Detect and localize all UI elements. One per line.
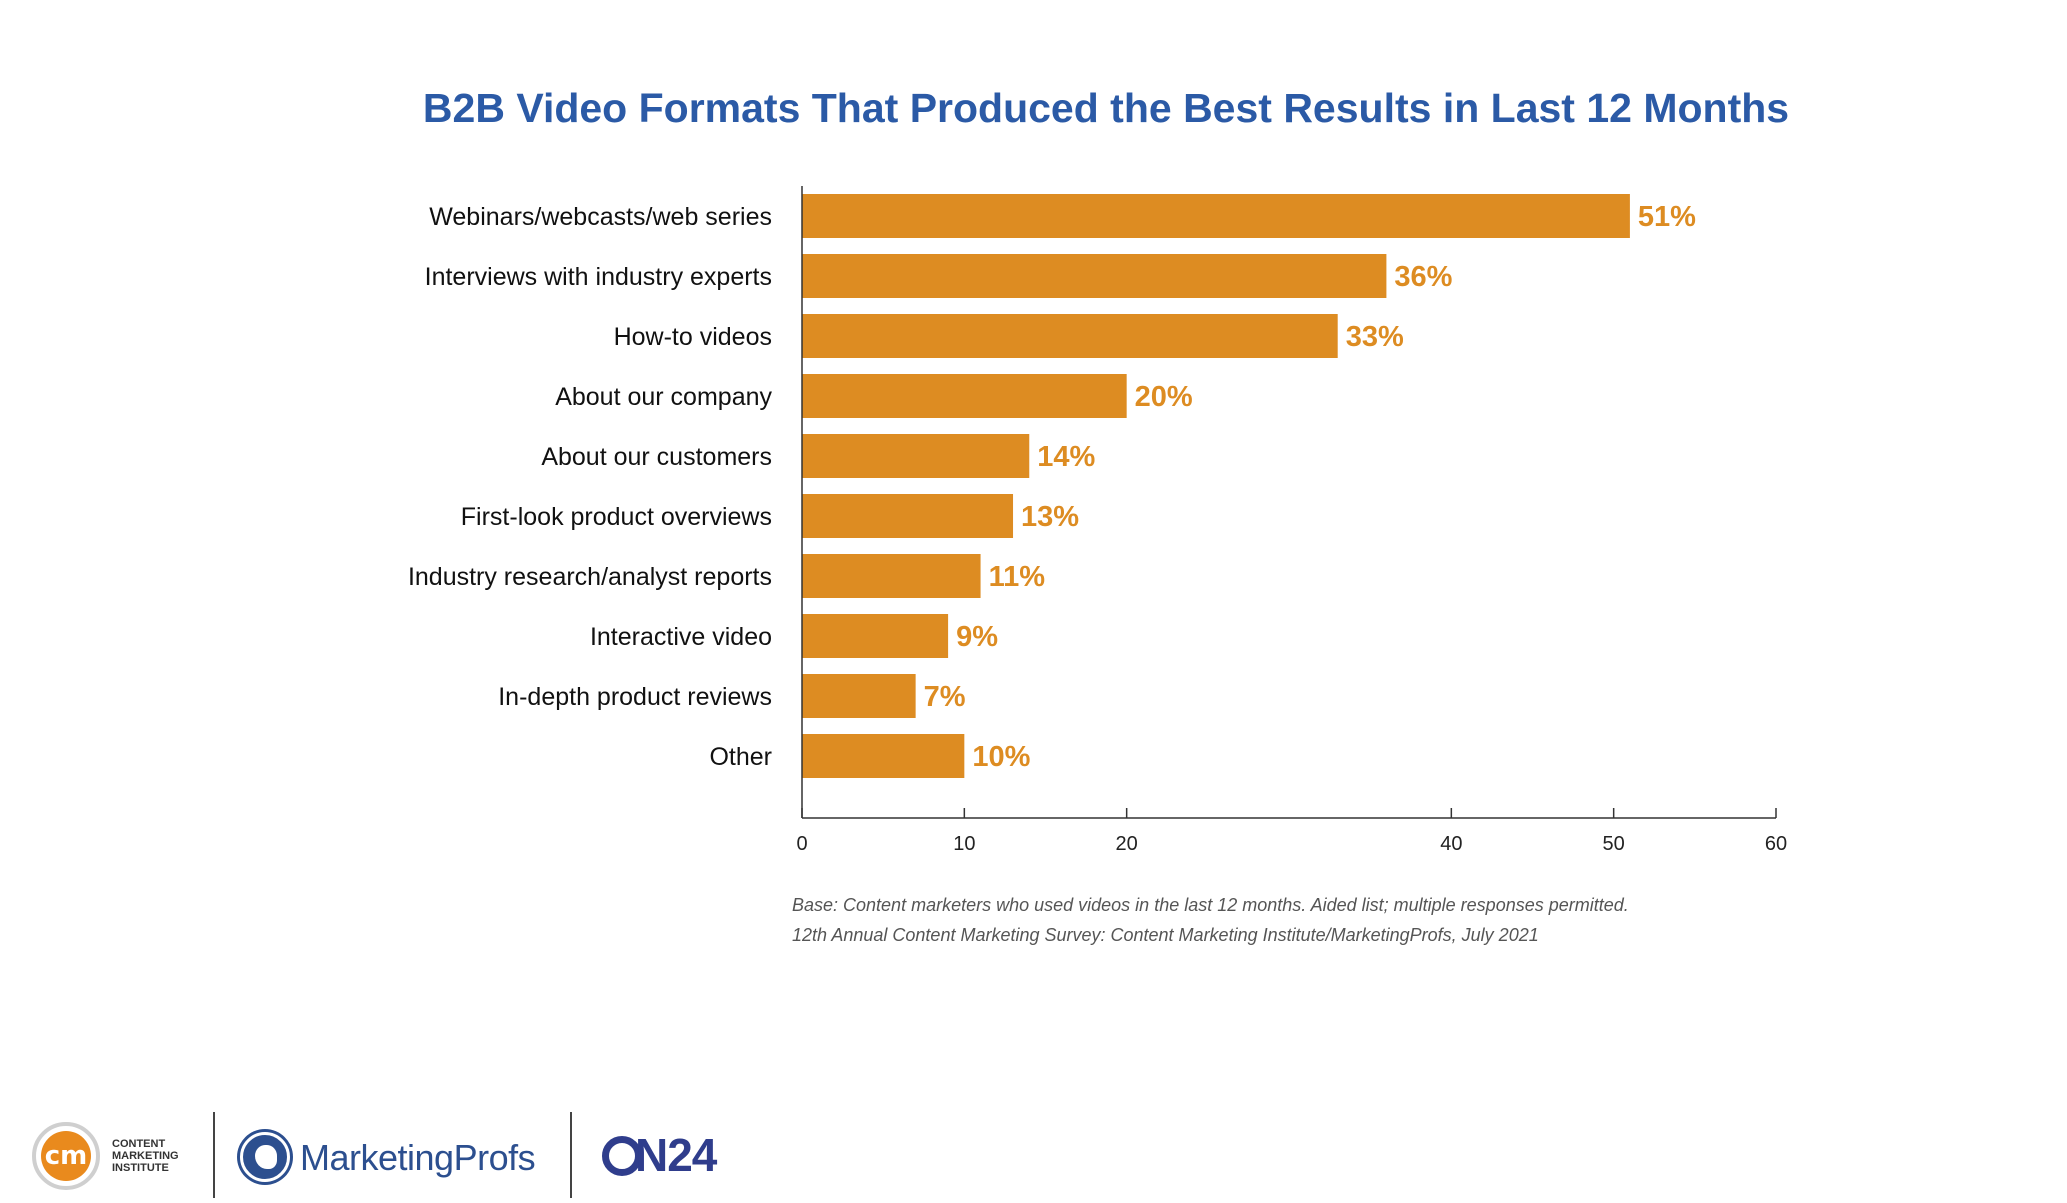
- category-label: Interviews with industry experts: [425, 263, 772, 291]
- value-label: 14%: [1037, 441, 1095, 473]
- value-label: 20%: [1135, 381, 1193, 413]
- bar: [802, 494, 1014, 538]
- cmi-logo-line: CONTENT: [112, 1138, 166, 1150]
- cmi-logo: cm CONTENT MARKETING INSTITUTE: [32, 1122, 232, 1194]
- value-label: 33%: [1346, 321, 1404, 353]
- x-axis: 0 10 20 40 50 60: [796, 186, 1787, 855]
- category-label: About our company: [555, 383, 772, 411]
- value-label: 11%: [989, 561, 1046, 593]
- on24-logo-icon: [602, 1136, 642, 1176]
- value-label: 10%: [972, 741, 1030, 773]
- x-tick-label: 10: [953, 833, 975, 855]
- bar: [802, 434, 1030, 478]
- x-tick-label: 0: [796, 833, 807, 855]
- marketingprofs-logo-icon: [240, 1132, 290, 1182]
- category-label: Webinars/webcasts/web series: [429, 203, 772, 231]
- cmi-logo-line: INSTITUTE: [112, 1162, 169, 1174]
- marketingprofs-logo: MarketingProfs: [240, 1132, 550, 1188]
- x-tick-label: 60: [1765, 833, 1787, 855]
- category-label: About our customers: [541, 443, 772, 471]
- on24-logo-text: N24: [635, 1129, 717, 1181]
- value-label: 51%: [1638, 201, 1696, 233]
- category-label: How-to videos: [614, 323, 772, 351]
- bar: [802, 614, 949, 658]
- marketingprofs-bird-shape: [255, 1145, 277, 1169]
- on24-logo: N24: [602, 1128, 742, 1188]
- value-label: 9%: [956, 621, 998, 653]
- bar: [802, 194, 1630, 238]
- x-tick-label: 40: [1440, 833, 1462, 855]
- category-label: Interactive video: [590, 623, 772, 651]
- bars-layer: Webinars/webcasts/web series 51% Interview…: [408, 194, 1696, 778]
- sponsor-logos: cm CONTENT MARKETING INSTITUTE Marketing…: [30, 1112, 750, 1202]
- bar: [802, 254, 1387, 298]
- category-label: In-depth product reviews: [498, 683, 772, 711]
- value-label: 36%: [1394, 261, 1452, 293]
- bar: [802, 734, 965, 778]
- category-label: First-look product overviews: [461, 503, 772, 531]
- value-label: 13%: [1021, 501, 1079, 533]
- footnote-base: Base: Content marketers who used videos …: [792, 895, 1629, 915]
- chart-title: B2B Video Formats That Produced the Best…: [423, 85, 1789, 131]
- cmi-logo-line: MARKETING: [112, 1150, 179, 1162]
- cmi-logo-mark: cm: [41, 1131, 91, 1181]
- value-label: 7%: [924, 681, 966, 713]
- cmi-logo-text: CONTENT MARKETING INSTITUTE: [112, 1138, 232, 1174]
- bar: [802, 374, 1127, 418]
- category-label: Industry research/analyst reports: [408, 563, 772, 591]
- logo-divider: [570, 1112, 572, 1198]
- bar: [802, 554, 981, 598]
- category-label: Other: [709, 743, 772, 771]
- logo-divider: [213, 1112, 215, 1198]
- x-tick-label: 20: [1116, 833, 1138, 855]
- bar: [802, 674, 916, 718]
- marketingprofs-logo-text: MarketingProfs: [300, 1137, 536, 1178]
- footnote-source: 12th Annual Content Marketing Survey: Co…: [792, 925, 1539, 945]
- bar: [802, 314, 1338, 358]
- x-tick-label: 50: [1603, 833, 1625, 855]
- cmi-logo-icon: cm: [32, 1122, 100, 1190]
